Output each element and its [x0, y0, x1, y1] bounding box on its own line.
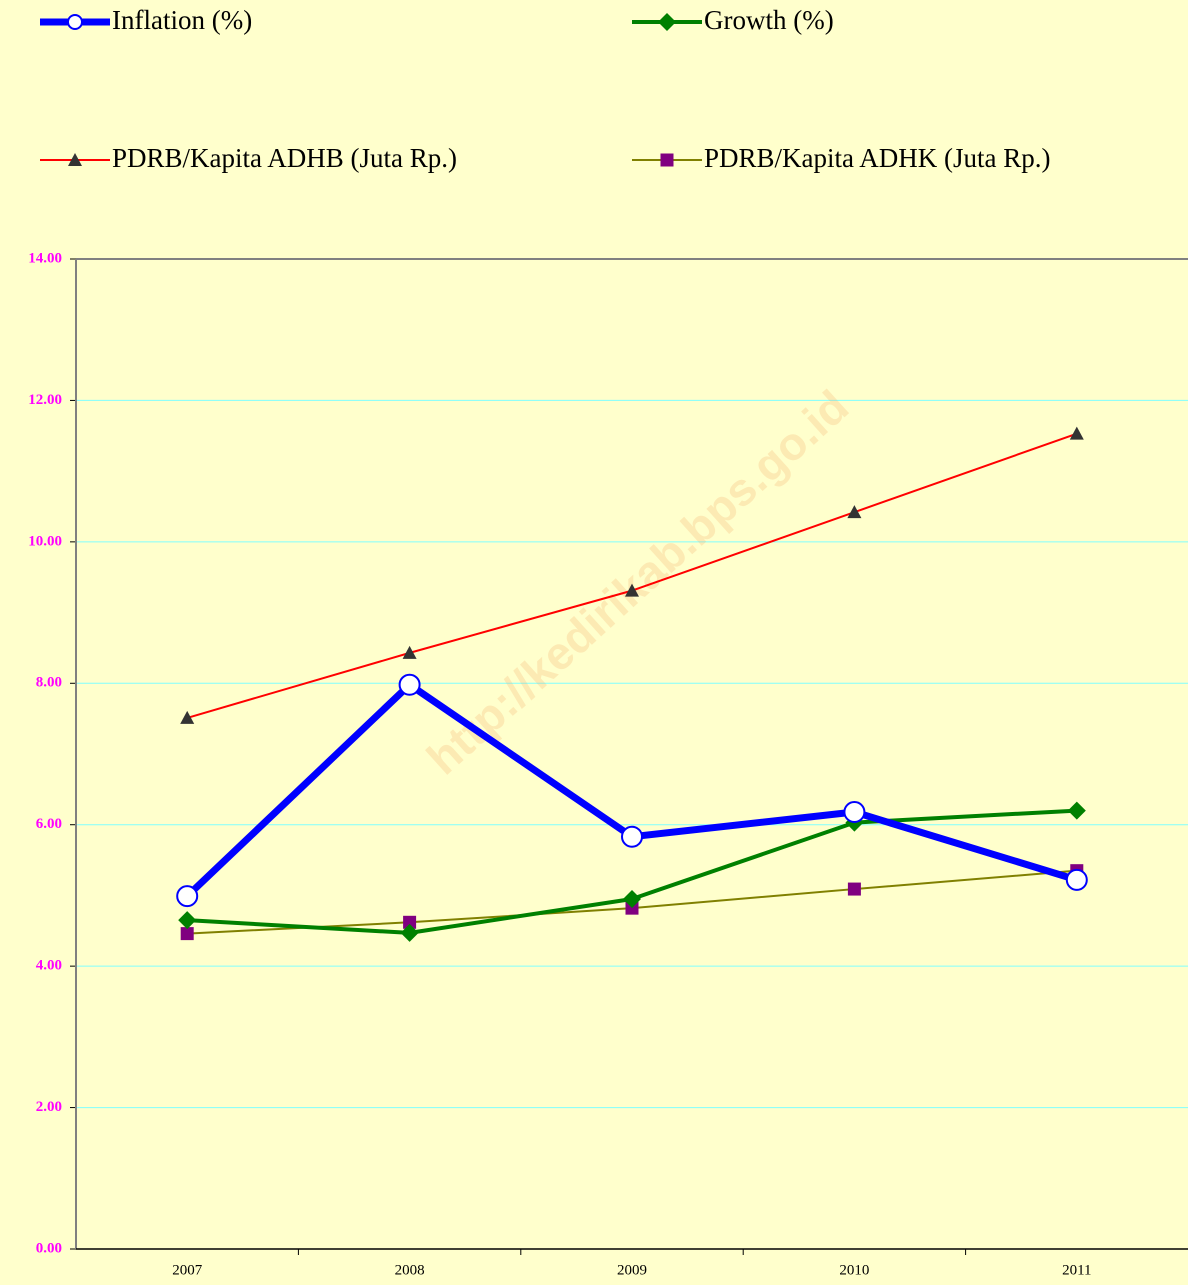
- y-tick-label: 14.00: [28, 250, 62, 266]
- legend-label: PDRB/Kapita ADHK (Juta Rp.): [704, 143, 1051, 173]
- legend-marker: [660, 153, 674, 167]
- x-tick-label: 2011: [1062, 1262, 1091, 1278]
- marker: [180, 710, 195, 724]
- y-tick-label: 2.00: [36, 1099, 62, 1115]
- legend-item: Inflation (%): [40, 5, 252, 35]
- legend-item: PDRB/Kapita ADHB (Juta Rp.): [40, 143, 457, 173]
- marker: [847, 505, 862, 519]
- marker: [180, 927, 194, 941]
- y-tick-label: 0.00: [36, 1240, 62, 1256]
- y-tick-label: 12.00: [28, 392, 62, 408]
- y-tick-label: 4.00: [36, 958, 62, 974]
- marker: [398, 673, 421, 696]
- marker: [621, 825, 643, 848]
- marker: [178, 911, 197, 930]
- y-tick-label: 8.00: [36, 675, 62, 691]
- marker: [625, 901, 639, 915]
- legend-item: PDRB/Kapita ADHK (Juta Rp.): [632, 143, 1051, 173]
- marker: [402, 645, 417, 659]
- legend-label: PDRB/Kapita ADHB (Juta Rp.): [112, 143, 457, 173]
- y-tick-label: 6.00: [36, 816, 62, 832]
- marker: [1069, 426, 1084, 440]
- legend-label: Inflation (%): [112, 5, 252, 35]
- marker: [623, 889, 641, 908]
- x-tick-label: 2009: [617, 1262, 647, 1278]
- marker: [625, 583, 639, 597]
- marker: [1067, 801, 1086, 820]
- x-tick-label: 2008: [395, 1262, 425, 1278]
- y-tick-label: 10.00: [28, 533, 62, 549]
- legend-marker: [67, 14, 83, 30]
- legend-label: Growth (%): [704, 5, 834, 35]
- legend-marker: [658, 13, 676, 31]
- marker: [403, 915, 417, 929]
- marker: [400, 923, 419, 942]
- legend-item: Growth (%): [632, 5, 834, 35]
- x-tick-label: 2010: [839, 1262, 869, 1278]
- marker: [843, 800, 866, 823]
- x-tick-label: 2007: [172, 1262, 203, 1278]
- legend-marker: [68, 153, 82, 166]
- marker: [176, 885, 199, 908]
- marker: [1065, 868, 1088, 891]
- marker: [847, 882, 861, 896]
